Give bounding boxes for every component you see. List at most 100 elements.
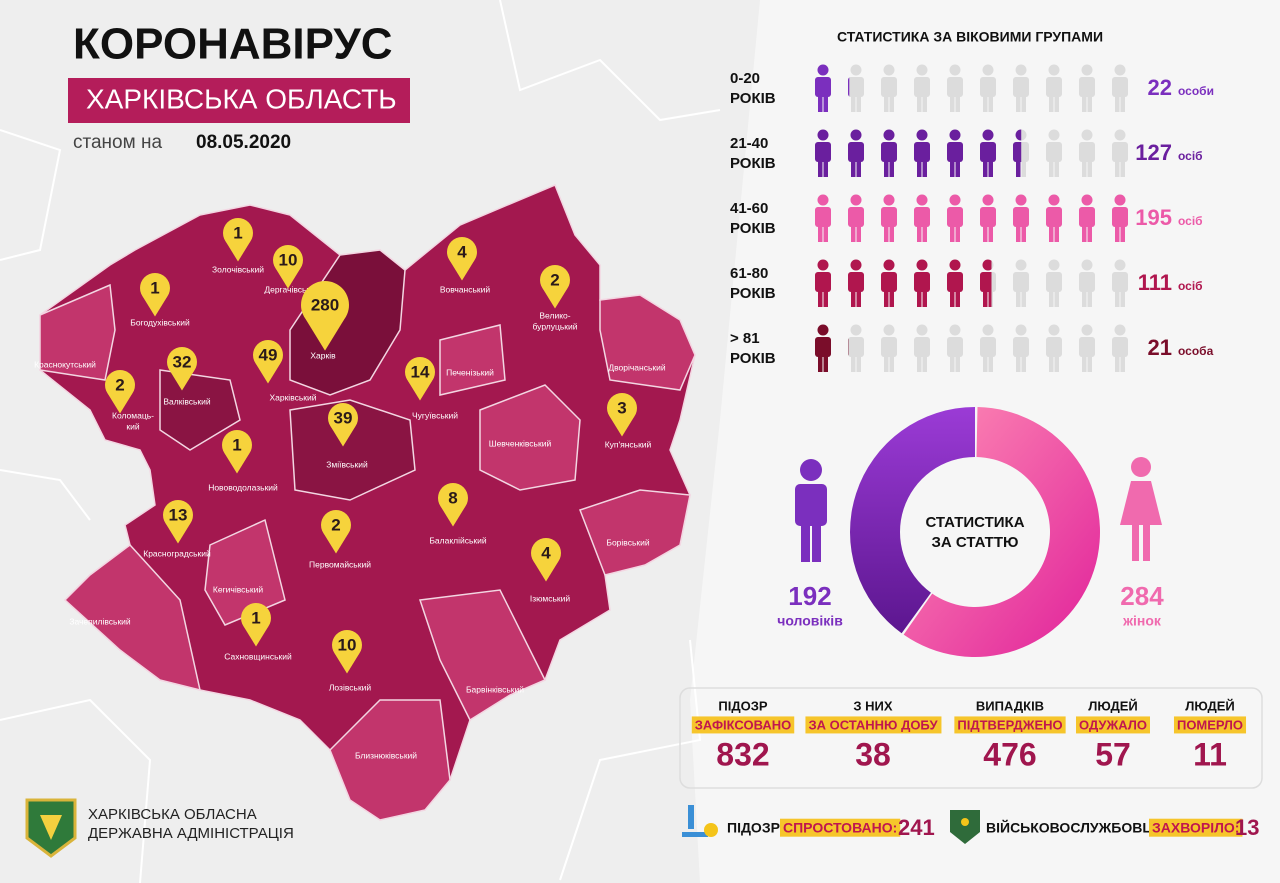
icon-part <box>922 354 927 372</box>
highlight <box>1173 716 1247 734</box>
age-value-unit: особи <box>1178 84 1214 98</box>
pin <box>301 281 349 329</box>
pin-value: 2 <box>115 375 124 394</box>
icon-part <box>1021 159 1026 177</box>
person-filled <box>815 64 831 112</box>
age-value: 127 <box>1135 140 1172 165</box>
pin-value: 49 <box>259 345 278 364</box>
icon-part <box>1015 259 1027 271</box>
icon-part <box>1087 94 1092 112</box>
pin <box>170 371 194 391</box>
highlight <box>780 818 901 837</box>
gender-chart: 192 чоловіків 284 жінок <box>777 407 1164 657</box>
icon-part <box>817 129 829 141</box>
pin <box>607 393 637 423</box>
icon-part <box>922 289 927 307</box>
icon-part <box>1115 159 1120 177</box>
pin <box>256 364 280 384</box>
highlight <box>1149 818 1243 837</box>
icon-part <box>1046 272 1062 292</box>
icon-part <box>1054 354 1059 372</box>
icon-part <box>1049 159 1054 177</box>
stat-highlight: ЗАФІКСОВАНО <box>695 717 791 732</box>
icon-part <box>949 64 961 76</box>
icon-part <box>1120 289 1125 307</box>
pin <box>450 261 474 281</box>
stat-value: 832 <box>716 736 769 772</box>
age-value-unit: осіб <box>1178 279 1203 293</box>
map-labels: Краснокутський Богодухівський 1 Золочівськи… <box>34 218 666 760</box>
pin <box>438 483 468 513</box>
icon-part <box>1021 224 1026 242</box>
person-empty <box>1046 324 1062 372</box>
icon-part <box>1015 64 1027 76</box>
person-empty <box>1079 324 1095 372</box>
pin <box>447 237 477 267</box>
pin-value: 1 <box>251 608 260 627</box>
person-filled <box>1079 194 1095 242</box>
icon-part <box>950 289 955 307</box>
icon-part <box>856 224 861 242</box>
icon-part <box>1114 324 1126 336</box>
icon-part <box>1081 129 1093 141</box>
military-icon <box>950 810 980 844</box>
age-range: 41-60 <box>730 200 768 217</box>
icon-part <box>1016 289 1021 307</box>
stat-label: ЛЮДЕЙ <box>1185 698 1234 713</box>
icon-part <box>884 224 889 242</box>
pin <box>531 538 561 568</box>
person-filled <box>848 194 864 242</box>
person-filled <box>815 129 831 177</box>
district-name: Сахновщинський <box>224 651 292 661</box>
icon-part <box>950 159 955 177</box>
age-unit: РОКІВ <box>730 285 776 302</box>
icon-part <box>856 159 861 177</box>
icon-part <box>1087 224 1092 242</box>
district-name: Валківський <box>163 396 211 406</box>
person-empty <box>1013 64 1029 112</box>
district-name: Нововодолазький <box>208 482 278 492</box>
icon-part <box>881 207 897 227</box>
age-title: СТАТИСТИКА ЗА ВІКОВИМИ ГРУПАМИ <box>837 29 1103 45</box>
icon-part <box>916 324 928 336</box>
icon-part <box>881 272 897 292</box>
icon-part <box>955 94 960 112</box>
icon-part <box>1048 64 1060 76</box>
icon-part <box>1120 94 1125 112</box>
person-empty <box>980 64 996 112</box>
icon-part <box>818 354 823 372</box>
person-filled <box>1112 194 1128 242</box>
icon-part <box>988 224 993 242</box>
org-name: ХАРКІВСЬКА ОБЛАСНА <box>88 806 257 823</box>
icon-part <box>1013 77 1029 97</box>
person-filled <box>1013 194 1029 242</box>
pin <box>331 427 355 447</box>
icon-part <box>1112 207 1128 227</box>
icon-part <box>1120 159 1125 177</box>
icon-part <box>982 324 994 336</box>
district-name: Харків <box>310 350 336 360</box>
district-light <box>599 294 696 391</box>
district-name: Ізюмський <box>530 593 571 603</box>
icon-part <box>922 159 927 177</box>
icon-part <box>983 354 988 372</box>
district-light <box>418 589 547 722</box>
district-name: Дворічанський <box>608 362 666 372</box>
icon-part <box>818 289 823 307</box>
stat-highlight: ОДУЖАЛО <box>1079 717 1147 732</box>
icon-part <box>982 259 992 271</box>
pin <box>543 289 567 309</box>
icon-part <box>1081 64 1093 76</box>
icon-part <box>889 354 894 372</box>
icon-part <box>1112 77 1128 97</box>
icon-part <box>851 94 856 112</box>
icon-part <box>955 159 960 177</box>
pin <box>143 297 167 317</box>
icon-part <box>883 259 895 271</box>
pin <box>335 654 359 674</box>
icon-part <box>815 272 831 292</box>
age-value: 22 <box>1148 75 1172 100</box>
stat-value: 476 <box>983 736 1036 772</box>
person-empty <box>1079 129 1095 177</box>
stat-label: З НИХ <box>853 698 892 713</box>
